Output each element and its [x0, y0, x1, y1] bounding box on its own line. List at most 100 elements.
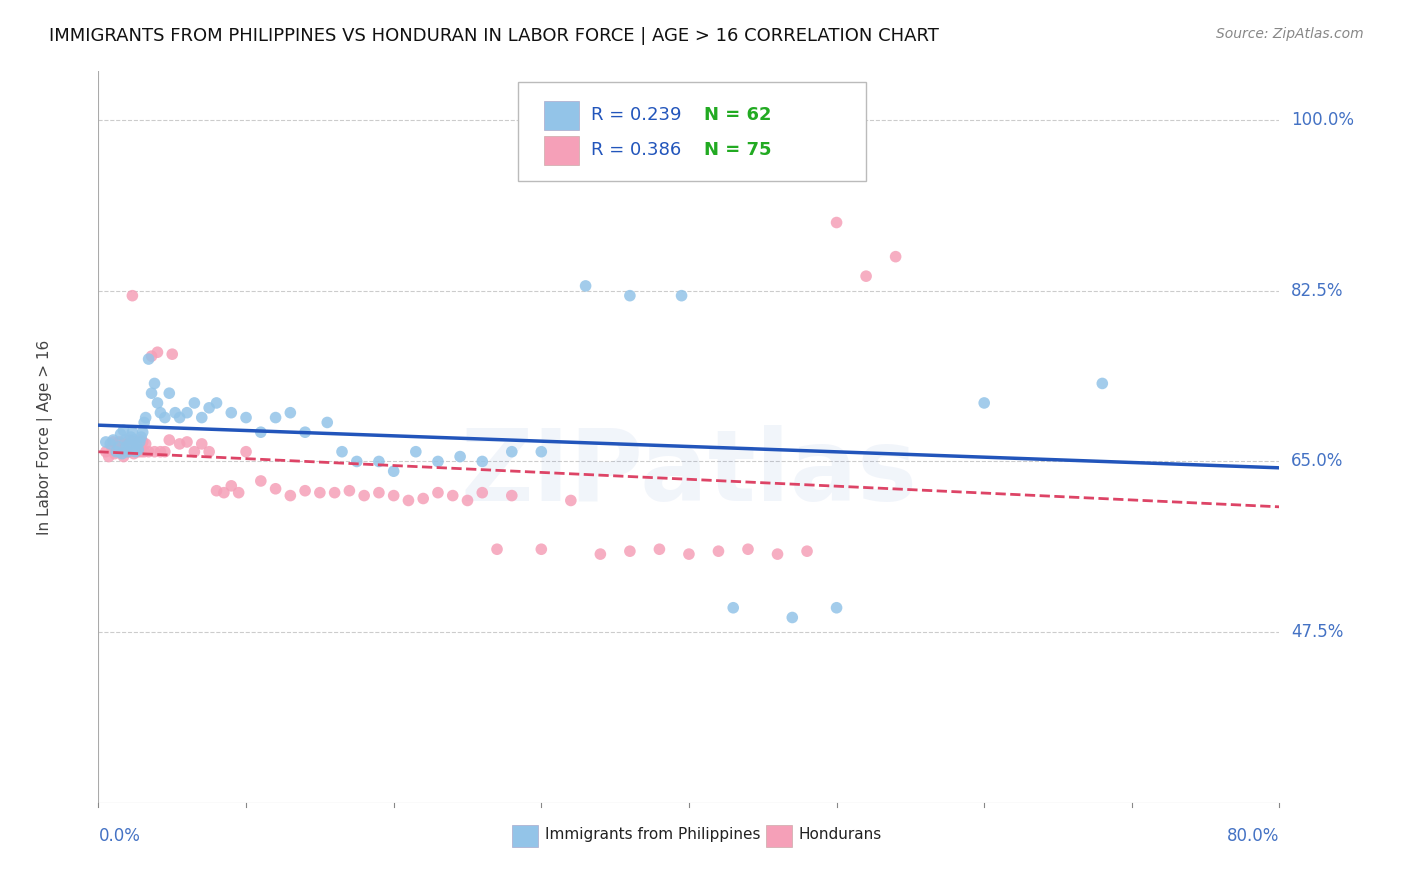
Point	[221, 406, 243, 420]
Text: R = 0.386: R = 0.386	[591, 141, 681, 160]
Point	[98, 437, 121, 451]
Point	[141, 349, 163, 363]
Point	[198, 401, 221, 415]
Point	[294, 483, 316, 498]
Point	[766, 547, 789, 561]
Point	[105, 437, 128, 451]
Text: 0.0%: 0.0%	[98, 827, 141, 846]
Text: Hondurans: Hondurans	[799, 828, 882, 842]
Point	[143, 444, 166, 458]
Bar	[766, 825, 792, 847]
Bar	[512, 825, 537, 847]
Point	[121, 288, 143, 302]
Point	[132, 425, 155, 440]
Point	[707, 544, 730, 558]
Point	[146, 396, 169, 410]
Text: IMMIGRANTS FROM PHILIPPINES VS HONDURAN IN LABOR FORCE | AGE > 16 CORRELATION CH: IMMIGRANTS FROM PHILIPPINES VS HONDURAN …	[49, 27, 939, 45]
Point	[134, 444, 156, 458]
Point	[1091, 376, 1114, 391]
Point	[530, 444, 553, 458]
Point	[486, 542, 509, 557]
Point	[138, 444, 160, 458]
Point	[111, 437, 134, 451]
Point	[183, 444, 205, 458]
Point	[117, 444, 139, 458]
Point	[737, 542, 759, 557]
Point	[114, 442, 136, 457]
Point	[575, 279, 598, 293]
Point	[678, 547, 700, 561]
Point	[471, 485, 494, 500]
Point	[382, 464, 405, 478]
Text: Immigrants from Philippines: Immigrants from Philippines	[546, 828, 761, 842]
Point	[94, 444, 117, 458]
Point	[105, 444, 128, 458]
Point	[141, 386, 163, 401]
Point	[120, 444, 142, 458]
Point	[128, 434, 150, 449]
Point	[183, 396, 205, 410]
Point	[146, 345, 169, 359]
Point	[353, 489, 375, 503]
Point	[323, 485, 346, 500]
Point	[115, 444, 138, 458]
Point	[648, 542, 671, 557]
Text: 47.5%: 47.5%	[1291, 624, 1344, 641]
Point	[112, 450, 135, 464]
Point	[132, 434, 155, 449]
Point	[124, 434, 146, 449]
Point	[169, 437, 191, 451]
Point	[427, 485, 450, 500]
Point	[153, 410, 176, 425]
Point	[205, 396, 228, 410]
Point	[162, 347, 183, 361]
Point	[135, 410, 157, 425]
Text: ZIPatlas: ZIPatlas	[461, 425, 917, 522]
Point	[309, 485, 332, 500]
Point	[412, 491, 434, 506]
Point	[149, 406, 172, 420]
Point	[501, 444, 523, 458]
Point	[127, 444, 149, 458]
Point	[176, 406, 198, 420]
Point	[127, 442, 149, 457]
Point	[191, 410, 214, 425]
Point	[176, 434, 198, 449]
Point	[117, 437, 139, 451]
FancyBboxPatch shape	[517, 82, 866, 181]
Point	[796, 544, 818, 558]
Point	[122, 447, 145, 461]
Point	[100, 440, 122, 454]
Point	[121, 425, 143, 440]
Point	[368, 485, 391, 500]
Point	[825, 215, 848, 229]
Point	[122, 433, 145, 447]
Point	[165, 406, 187, 420]
Point	[884, 250, 907, 264]
Point	[449, 450, 471, 464]
Point	[250, 425, 273, 440]
Point	[118, 433, 141, 447]
Point	[198, 444, 221, 458]
Text: 65.0%: 65.0%	[1291, 452, 1344, 470]
Point	[129, 444, 152, 458]
Point	[94, 434, 117, 449]
Point	[125, 437, 148, 451]
Point	[294, 425, 316, 440]
Point	[264, 482, 287, 496]
Text: Source: ZipAtlas.com: Source: ZipAtlas.com	[1216, 27, 1364, 41]
Point	[589, 547, 612, 561]
Point	[143, 376, 166, 391]
Point	[169, 410, 191, 425]
Point	[153, 444, 176, 458]
Bar	[544, 101, 579, 130]
Point	[212, 485, 235, 500]
Point	[264, 410, 287, 425]
Point	[235, 410, 257, 425]
Point	[723, 600, 745, 615]
Point	[125, 437, 148, 451]
Point	[368, 454, 391, 468]
Point	[205, 483, 228, 498]
Text: 100.0%: 100.0%	[1291, 112, 1354, 129]
Bar	[544, 136, 579, 165]
